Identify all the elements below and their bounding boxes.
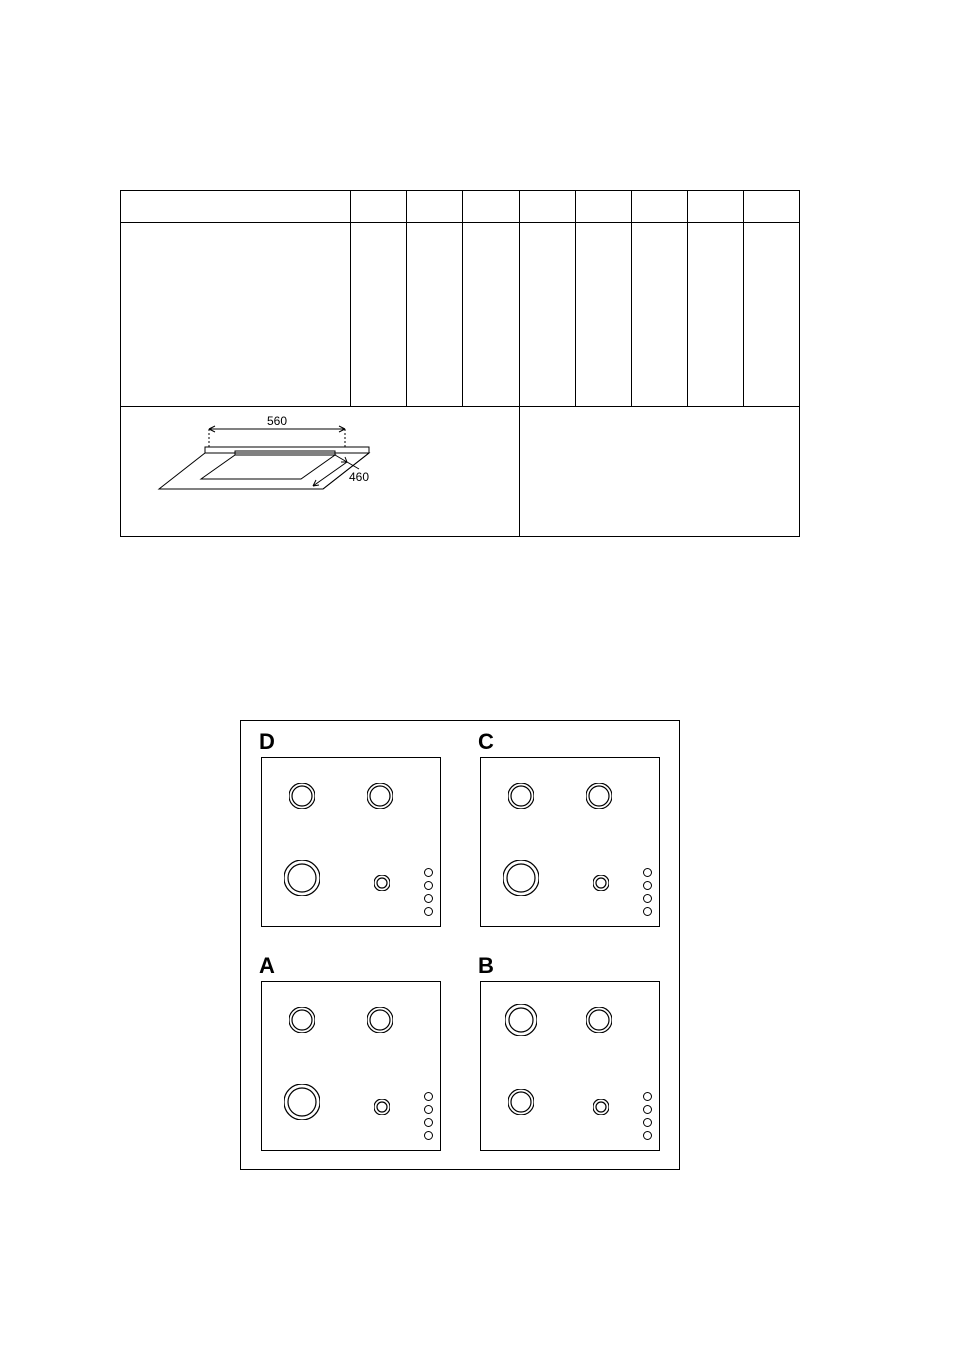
burner-icon bbox=[367, 783, 393, 809]
body-cell bbox=[463, 223, 519, 407]
table-body-row bbox=[121, 223, 800, 407]
knob-icon bbox=[424, 868, 433, 877]
burner-icon bbox=[374, 875, 390, 891]
hob-cell-d: D bbox=[241, 721, 460, 945]
hob-cell-c: C bbox=[460, 721, 679, 945]
hob-panel bbox=[480, 757, 660, 927]
cutout-width-label: 560 bbox=[267, 414, 287, 428]
burner-icon bbox=[374, 1099, 390, 1115]
knob-icon bbox=[643, 907, 652, 916]
burner-icon bbox=[508, 1089, 534, 1115]
burner-icon bbox=[367, 1007, 393, 1033]
hob-letter: D bbox=[259, 729, 275, 755]
knob-icon bbox=[643, 1131, 652, 1140]
drawing-blank-cell bbox=[519, 407, 799, 537]
hob-grid: D C bbox=[241, 721, 679, 1169]
burner-icon bbox=[593, 875, 609, 891]
body-cell bbox=[575, 223, 631, 407]
header-cell bbox=[407, 191, 463, 223]
knob-icon bbox=[424, 1131, 433, 1140]
body-cell bbox=[631, 223, 687, 407]
body-cell bbox=[407, 223, 463, 407]
control-knobs bbox=[424, 868, 433, 916]
burner-icon bbox=[593, 1099, 609, 1115]
burner-icon bbox=[289, 1007, 315, 1033]
body-label-cell bbox=[121, 223, 351, 407]
hob-variant-diagram: D C bbox=[240, 720, 680, 1170]
spec-table: 560 460 bbox=[120, 190, 800, 537]
header-cell bbox=[687, 191, 743, 223]
knob-icon bbox=[424, 1105, 433, 1114]
hob-panel bbox=[261, 981, 441, 1151]
burner-icon bbox=[586, 1007, 612, 1033]
burner-icon bbox=[284, 1084, 320, 1120]
cutout-dimension-drawing: 560 460 bbox=[149, 411, 389, 521]
burner-icon bbox=[289, 783, 315, 809]
knob-icon bbox=[643, 894, 652, 903]
burner-icon bbox=[505, 1004, 537, 1036]
knob-icon bbox=[424, 894, 433, 903]
body-cell bbox=[351, 223, 407, 407]
header-cell bbox=[631, 191, 687, 223]
control-knobs bbox=[643, 868, 652, 916]
knob-icon bbox=[424, 881, 433, 890]
hob-letter: B bbox=[478, 953, 494, 979]
cutout-depth-label: 460 bbox=[349, 470, 369, 484]
hob-letter: A bbox=[259, 953, 275, 979]
burner-icon bbox=[508, 783, 534, 809]
body-cell bbox=[743, 223, 799, 407]
header-cell bbox=[351, 191, 407, 223]
knob-icon bbox=[643, 1118, 652, 1127]
knob-icon bbox=[643, 881, 652, 890]
knob-icon bbox=[643, 868, 652, 877]
cutout-drawing-cell: 560 460 bbox=[121, 407, 520, 537]
body-cell bbox=[519, 223, 575, 407]
hob-panel bbox=[480, 981, 660, 1151]
header-cell bbox=[743, 191, 799, 223]
burner-icon bbox=[586, 783, 612, 809]
hob-letter: C bbox=[478, 729, 494, 755]
table-header-row bbox=[121, 191, 800, 223]
burner-icon bbox=[503, 860, 539, 896]
knob-icon bbox=[424, 907, 433, 916]
table-drawing-row: 560 460 bbox=[121, 407, 800, 537]
control-knobs bbox=[424, 1092, 433, 1140]
knob-icon bbox=[424, 1118, 433, 1127]
hob-panel bbox=[261, 757, 441, 927]
header-cell bbox=[575, 191, 631, 223]
body-cell bbox=[687, 223, 743, 407]
page: 560 460 D bbox=[0, 0, 954, 1348]
hob-cell-b: B bbox=[460, 945, 679, 1169]
knob-icon bbox=[643, 1105, 652, 1114]
knob-icon bbox=[424, 1092, 433, 1101]
hob-cell-a: A bbox=[241, 945, 460, 1169]
header-cell bbox=[519, 191, 575, 223]
control-knobs bbox=[643, 1092, 652, 1140]
header-cell bbox=[463, 191, 519, 223]
header-label-cell bbox=[121, 191, 351, 223]
knob-icon bbox=[643, 1092, 652, 1101]
burner-icon bbox=[284, 860, 320, 896]
